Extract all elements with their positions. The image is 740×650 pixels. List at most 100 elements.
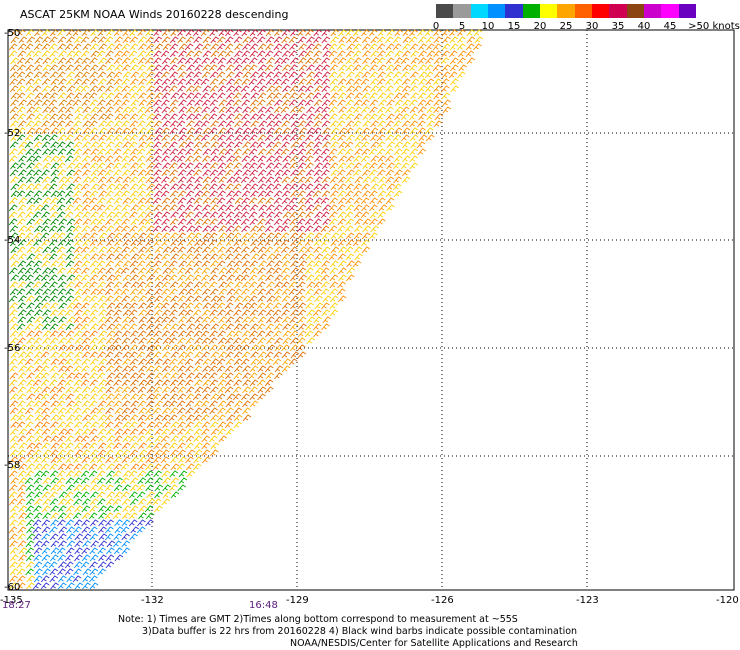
wind-barb <box>98 519 107 527</box>
wind-barb <box>82 106 91 114</box>
wind-barb <box>97 323 107 331</box>
wind-barb <box>9 232 19 240</box>
wind-barb <box>409 106 419 114</box>
wind-barb <box>137 50 147 58</box>
wind-barb <box>281 92 291 100</box>
wind-barb <box>64 211 74 219</box>
wind-barb <box>90 435 99 443</box>
wind-barb <box>98 246 108 254</box>
wind-barb <box>112 344 122 352</box>
wind-barb <box>257 351 267 359</box>
wind-barb <box>8 218 18 226</box>
wind-barb <box>50 435 59 443</box>
wind-barb <box>121 211 130 219</box>
wind-barb <box>9 582 18 590</box>
wind-barb <box>281 253 291 261</box>
wind-barb <box>248 281 258 289</box>
wind-barb <box>74 351 83 359</box>
wind-barb <box>128 50 138 58</box>
wind-barb <box>386 162 395 170</box>
wind-barb <box>96 155 106 163</box>
wind-barb <box>337 169 346 177</box>
wind-barb <box>226 78 235 86</box>
wind-barb <box>97 561 107 569</box>
wind-barb <box>273 127 283 135</box>
wind-barb <box>26 379 35 387</box>
wind-barb <box>193 302 203 310</box>
wind-barb <box>377 64 387 72</box>
wind-barb <box>192 232 202 240</box>
wind-barb <box>184 43 194 51</box>
wind-barb <box>152 498 162 506</box>
lon-label: -132 <box>141 595 164 606</box>
wind-barb <box>233 344 243 352</box>
wind-barb <box>272 232 282 240</box>
wind-barb <box>257 386 267 394</box>
wind-barb <box>177 449 186 457</box>
wind-barb <box>105 176 115 184</box>
wind-barb <box>242 71 252 79</box>
wind-barb <box>352 29 362 37</box>
wind-barb <box>16 456 26 464</box>
wind-barb <box>354 225 363 233</box>
wind-barb <box>26 330 35 338</box>
wind-barb <box>168 85 178 93</box>
wind-barb <box>49 36 58 44</box>
wind-barb <box>265 309 275 317</box>
wind-barb <box>193 183 203 191</box>
wind-barb <box>424 71 434 79</box>
wind-barb <box>265 29 275 37</box>
wind-barb <box>32 78 42 86</box>
wind-barb <box>209 190 218 198</box>
wind-barb <box>106 183 116 191</box>
wind-barb <box>98 316 107 324</box>
wind-barb <box>74 57 83 65</box>
wind-barb <box>137 414 147 422</box>
legend-label: 0 <box>432 21 440 32</box>
wind-barb <box>82 295 91 303</box>
wind-barb <box>281 50 291 58</box>
wind-barb <box>96 456 106 464</box>
wind-barb <box>241 78 250 86</box>
wind-barb <box>25 50 35 58</box>
wind-barb <box>154 127 163 135</box>
wind-barb <box>313 323 322 331</box>
wind-barb <box>9 267 18 275</box>
wind-barb <box>104 288 114 296</box>
wind-barb <box>17 358 27 366</box>
wind-barb <box>130 400 139 408</box>
wind-barb <box>121 225 130 233</box>
wind-barb <box>170 463 180 471</box>
wind-barb <box>113 211 122 219</box>
wind-barb <box>202 127 212 135</box>
wind-barb <box>249 330 258 338</box>
wind-barb <box>145 512 155 520</box>
wind-barb <box>9 484 18 492</box>
wind-barb <box>9 568 19 576</box>
wind-barb <box>105 365 115 373</box>
wind-barb <box>121 113 130 121</box>
wind-barb <box>81 449 91 457</box>
wind-barb <box>146 498 156 506</box>
wind-barb <box>353 113 363 121</box>
wind-barb <box>17 211 26 219</box>
wind-barb <box>112 337 122 345</box>
wind-barb <box>337 232 347 240</box>
wind-barb <box>400 162 410 170</box>
wind-barb <box>113 29 123 37</box>
wind-barb <box>41 547 51 555</box>
wind-barb <box>138 463 147 471</box>
wind-barb <box>73 169 82 177</box>
wind-barb <box>89 71 99 79</box>
wind-barb <box>305 211 314 219</box>
lon-label: -123 <box>576 595 599 606</box>
wind-barb <box>32 211 42 219</box>
wind-barb <box>137 344 147 352</box>
wind-barb <box>113 134 123 142</box>
wind-barb <box>136 155 146 163</box>
wind-barb <box>241 253 250 261</box>
wind-barb <box>17 540 27 548</box>
wind-barb <box>201 260 211 268</box>
wind-barb <box>201 106 210 114</box>
wind-barb <box>129 477 139 485</box>
